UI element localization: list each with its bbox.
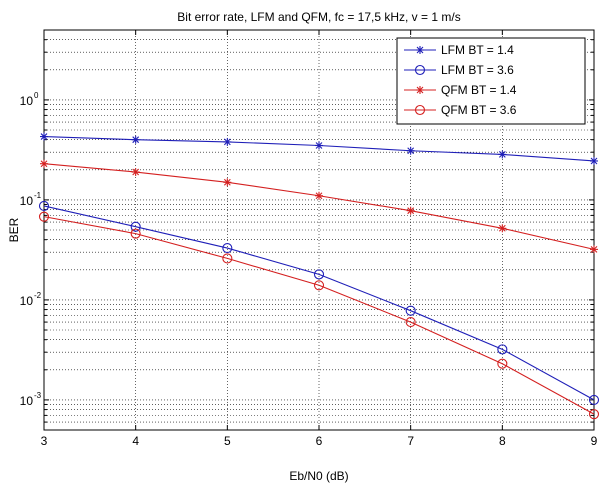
- y-tick-label: 10 0: [20, 91, 39, 108]
- data-point: [222, 242, 233, 254]
- data-point: [40, 132, 48, 141]
- legend-item: LFM BT = 3.6: [404, 63, 514, 77]
- data-point: [222, 253, 233, 264]
- star-stroke: [40, 160, 48, 168]
- star-stroke: [40, 133, 48, 140]
- series: [38, 200, 600, 405]
- x-tick-label: 8: [499, 434, 506, 448]
- star-stroke: [407, 207, 415, 215]
- data-point: [223, 178, 232, 187]
- data-point: [315, 191, 323, 200]
- data-point: [130, 221, 141, 232]
- data-point: [38, 211, 50, 222]
- star-stroke: [407, 147, 415, 155]
- star-stroke: [315, 192, 323, 200]
- data-point: [40, 159, 48, 168]
- legend-item: QFM BT = 1.4: [404, 83, 517, 97]
- data-point: [131, 135, 140, 144]
- star-stroke: [498, 151, 506, 158]
- data-point: [130, 228, 141, 239]
- data-point: [223, 137, 232, 146]
- x-tick-label: 4: [132, 434, 139, 448]
- star-stroke: [498, 224, 506, 232]
- series: [38, 211, 600, 420]
- data-point: [588, 394, 600, 405]
- x-tick-label: 5: [224, 434, 231, 448]
- series-line: [43, 216, 595, 415]
- data-point: [498, 150, 507, 159]
- legend-items: LFM BT = 1.4 LFM BT = 3.6 QFM BT = 1.4 QFM …: [404, 43, 517, 117]
- data-point: [590, 156, 598, 165]
- data-point: [497, 344, 508, 355]
- y-tick-label-base: 10: [20, 94, 34, 108]
- series-line: [43, 205, 595, 401]
- data-point: [313, 269, 325, 280]
- data-point: [416, 46, 424, 54]
- star-stroke: [590, 157, 598, 165]
- legend-label: LFM BT = 3.6: [441, 63, 514, 77]
- star-stroke: [315, 142, 323, 149]
- y-tick-label-base: 10: [20, 394, 34, 408]
- x-tick-label: 9: [591, 434, 598, 448]
- legend: LFM BT = 1.4 LFM BT = 3.6 QFM BT = 1.4 QFM …: [396, 37, 586, 125]
- data-point: [590, 245, 598, 254]
- data-point: [414, 104, 426, 116]
- axis-ticks: [43, 29, 595, 431]
- y-tick-label-exponent: -3: [34, 391, 42, 400]
- data-point: [498, 224, 507, 233]
- y-tick-label: 10 -2: [20, 291, 42, 308]
- y-tick-label-base: 10: [20, 194, 34, 208]
- data-point: [406, 206, 415, 215]
- series: [40, 159, 598, 254]
- x-tick-labels: 3 4 5 6 7 8 9: [41, 434, 598, 448]
- legend-item: LFM BT = 1.4: [404, 43, 514, 57]
- x-tick-label: 6: [316, 434, 323, 448]
- series: [40, 132, 598, 165]
- star-stroke: [416, 46, 424, 54]
- legend-label: LFM BT = 1.4: [441, 43, 514, 57]
- data-point: [131, 168, 140, 177]
- chart-title: Bit error rate, LFM and QFM, fc = 17,5 k…: [177, 10, 460, 24]
- x-tick-label: 7: [407, 434, 414, 448]
- x-axis-label: Eb/N0 (dB): [289, 469, 348, 483]
- y-axis-label: BER: [7, 217, 21, 242]
- y-tick-label: 10 -1: [20, 191, 42, 208]
- data-point: [497, 358, 508, 369]
- y-tick-label-exponent: -2: [34, 291, 42, 300]
- legend-label: QFM BT = 1.4: [441, 83, 517, 97]
- data-point: [406, 146, 415, 155]
- star-stroke: [416, 86, 424, 94]
- data-point: [405, 305, 416, 316]
- data-point: [414, 64, 426, 76]
- legend-item: QFM BT = 3.6: [404, 103, 517, 117]
- data-point: [38, 200, 50, 211]
- data-point: [313, 280, 325, 291]
- star-stroke: [223, 138, 231, 146]
- x-tick-label: 3: [41, 434, 48, 448]
- star-stroke: [132, 168, 140, 176]
- y-tick-label-exponent: -1: [34, 191, 42, 200]
- data-point: [315, 141, 323, 150]
- data-point: [416, 86, 424, 94]
- y-tick-label: 10 -3: [20, 391, 42, 408]
- y-tick-label-exponent: 0: [34, 91, 39, 100]
- data-point: [588, 409, 600, 420]
- data-point: [405, 317, 416, 328]
- star-stroke: [132, 136, 140, 144]
- star-stroke: [590, 245, 598, 253]
- legend-label: QFM BT = 3.6: [441, 103, 517, 117]
- y-tick-label-base: 10: [20, 294, 34, 308]
- series-group: [38, 132, 600, 420]
- star-stroke: [223, 178, 231, 186]
